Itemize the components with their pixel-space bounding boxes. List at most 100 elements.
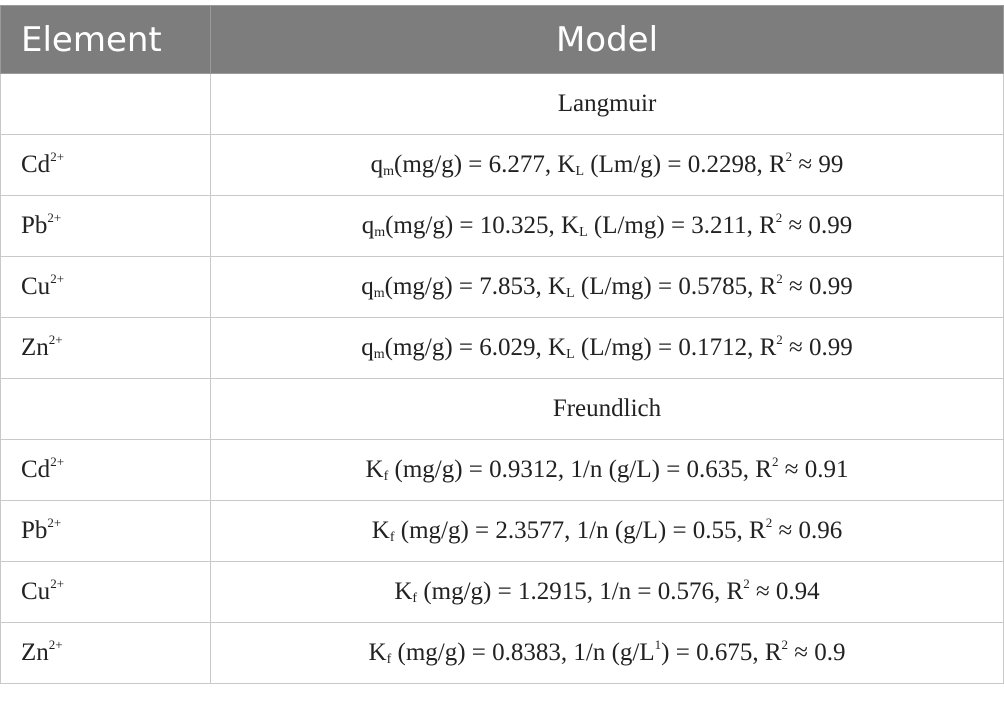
table-row: Zn2+ qm(mg/g) = 6.029, KL (L/mg) = 0.1712… — [0, 317, 1004, 379]
formula-part: (L/mg) = 3.211, R — [587, 212, 776, 239]
model-parameters-cell: qm(mg/g) = 10.325, KL (L/mg) = 3.211, R2… — [210, 195, 1004, 257]
formula-part: m — [373, 286, 385, 301]
formula-part: 2 — [781, 637, 789, 652]
formula-part: K — [394, 578, 413, 605]
model-parameters-cell: qm(mg/g) = 6.277, KL (Lm/g) = 0.2298, R2… — [210, 134, 1004, 196]
formula-part: 2 — [775, 210, 783, 225]
table-row: Pb2+ qm(mg/g) = 10.325, KL (L/mg) = 3.211… — [0, 195, 1004, 257]
formula-part: K — [365, 456, 384, 483]
section-empty-cell — [0, 378, 211, 440]
table-body: Langmuir Cd2+ qm(mg/g) = 6.277, KL (Lm/g) … — [0, 73, 1004, 684]
table-row: Cd2+ qm(mg/g) = 6.277, KL (Lm/g) = 0.2298… — [0, 134, 1004, 196]
element-symbol: Pb — [21, 517, 48, 544]
formula-part: ≈ 0.9 — [788, 639, 846, 666]
formula-part: ≈ 0.91 — [778, 456, 849, 483]
element-charge: 2+ — [47, 210, 62, 225]
table-header: Element Model — [0, 5, 1004, 74]
formula-part: (mg/g) = 7.853, K — [384, 273, 567, 300]
formula-part: ≈ 0.99 — [782, 273, 853, 300]
formula-part: (mg/g) = 0.9312, 1/n (g/L) = 0.635, R — [388, 456, 772, 483]
isotherm-model-table: Element Model Langmuir Cd2+ qm(mg/g) = 6.2… — [0, 5, 1004, 684]
formula-part: L — [566, 347, 575, 362]
model-parameters-cell: Kf (mg/g) = 2.3577, 1/n (g/L) = 0.55, R2… — [210, 500, 1004, 562]
formula-part: (mg/g) = 0.8383, 1/n (g/L — [391, 639, 655, 666]
element-charge: 2+ — [50, 149, 65, 164]
model-parameters-cell: Kf (mg/g) = 1.2915, 1/n = 0.576, R2 ≈ 0.… — [210, 561, 1004, 623]
element-cell: Pb2+ — [0, 500, 211, 562]
model-parameters-cell: Kf (mg/g) = 0.9312, 1/n (g/L) = 0.635, R… — [210, 439, 1004, 501]
formula-part: (L/mg) = 0.5785, R — [574, 273, 777, 300]
formula-part: m — [383, 164, 395, 179]
formula-part: m — [373, 347, 385, 362]
element-charge: 2+ — [47, 515, 62, 530]
header-element: Element — [0, 5, 211, 74]
model-parameters-cell: Kf (mg/g) = 0.8383, 1/n (g/L1) = 0.675, … — [210, 622, 1004, 684]
formula-part: ≈ 0.99 — [782, 212, 853, 239]
formula-part: 2 — [776, 332, 783, 347]
formula-part: L — [566, 286, 575, 301]
section-title: Langmuir — [210, 73, 1004, 135]
formula-part: 1 — [654, 637, 662, 652]
element-symbol: Zn — [21, 639, 49, 666]
formula-part: f — [412, 591, 418, 606]
element-symbol: Cu — [21, 578, 51, 605]
formula-part: (mg/g) = 2.3577, 1/n (g/L) = 0.55, R — [394, 517, 766, 544]
element-symbol: Cu — [21, 273, 51, 300]
formula-part: q — [361, 212, 375, 239]
section-title: Freundlich — [210, 378, 1004, 440]
formula-part: (mg/g) = 1.2915, 1/n = 0.576, R — [417, 578, 744, 605]
formula-part: 2 — [765, 515, 773, 530]
element-cell: Pb2+ — [0, 195, 211, 257]
element-symbol: Zn — [21, 334, 49, 361]
formula-part: ) = 0.675, R — [661, 639, 782, 666]
formula-part: ≈ 99 — [792, 151, 844, 178]
element-symbol: Cd — [21, 456, 51, 483]
formula-part: 2 — [776, 271, 783, 286]
formula-part: q — [361, 273, 374, 300]
formula-part: m — [374, 225, 386, 240]
table-row: Cd2+ Kf (mg/g) = 0.9312, 1/n (g/L) = 0.63… — [0, 439, 1004, 501]
section-row: Langmuir — [0, 73, 1004, 135]
element-cell: Cd2+ — [0, 439, 211, 501]
formula-part: K — [371, 517, 390, 544]
element-charge: 2+ — [48, 637, 63, 652]
header-row: Element Model — [0, 5, 1004, 74]
formula-part: 2 — [743, 576, 750, 591]
formula-part: L — [575, 164, 585, 179]
formula-part: f — [389, 530, 395, 545]
formula-part: ≈ 0.99 — [782, 334, 853, 361]
formula-part: (mg/g) = 6.029, K — [384, 334, 567, 361]
section-row: Freundlich — [0, 378, 1004, 440]
header-model: Model — [210, 5, 1004, 74]
element-cell: Zn2+ — [0, 317, 211, 379]
model-parameters-cell: qm(mg/g) = 7.853, KL (L/mg) = 0.5785, R2… — [210, 256, 1004, 318]
formula-part: K — [368, 639, 387, 666]
formula-part: (Lm/g) = 0.2298, R — [584, 151, 786, 178]
element-charge: 2+ — [50, 454, 65, 469]
table-row: Pb2+ Kf (mg/g) = 2.3577, 1/n (g/L) = 0.55… — [0, 500, 1004, 562]
element-cell: Cu2+ — [0, 256, 211, 318]
element-symbol: Pb — [21, 212, 48, 239]
table-row: Cu2+ qm(mg/g) = 7.853, KL (L/mg) = 0.5785… — [0, 256, 1004, 318]
element-cell: Zn2+ — [0, 622, 211, 684]
model-parameters-cell: qm(mg/g) = 6.029, KL (L/mg) = 0.1712, R2… — [210, 317, 1004, 379]
element-cell: Cu2+ — [0, 561, 211, 623]
formula-part: L — [579, 225, 588, 240]
formula-part: q — [361, 334, 374, 361]
table-row: Zn2+ Kf (mg/g) = 0.8383, 1/n (g/L1) = 0.6… — [0, 622, 1004, 684]
formula-part: ≈ 0.94 — [749, 578, 820, 605]
formula-part: ≈ 0.96 — [772, 517, 843, 544]
formula-part: (L/mg) = 0.1712, R — [574, 334, 777, 361]
formula-part: f — [386, 652, 392, 667]
formula-part: q — [370, 151, 384, 178]
element-charge: 2+ — [50, 576, 65, 591]
table-row: Cu2+ Kf (mg/g) = 1.2915, 1/n = 0.576, R2 … — [0, 561, 1004, 623]
element-charge: 2+ — [48, 332, 63, 347]
element-charge: 2+ — [50, 271, 65, 286]
formula-part: (mg/g) = 6.277, K — [394, 151, 576, 178]
formula-part: 2 — [785, 149, 793, 164]
formula-part: 2 — [771, 454, 779, 469]
element-symbol: Cd — [21, 151, 51, 178]
formula-part: (mg/g) = 10.325, K — [385, 212, 580, 239]
section-empty-cell — [0, 73, 211, 135]
